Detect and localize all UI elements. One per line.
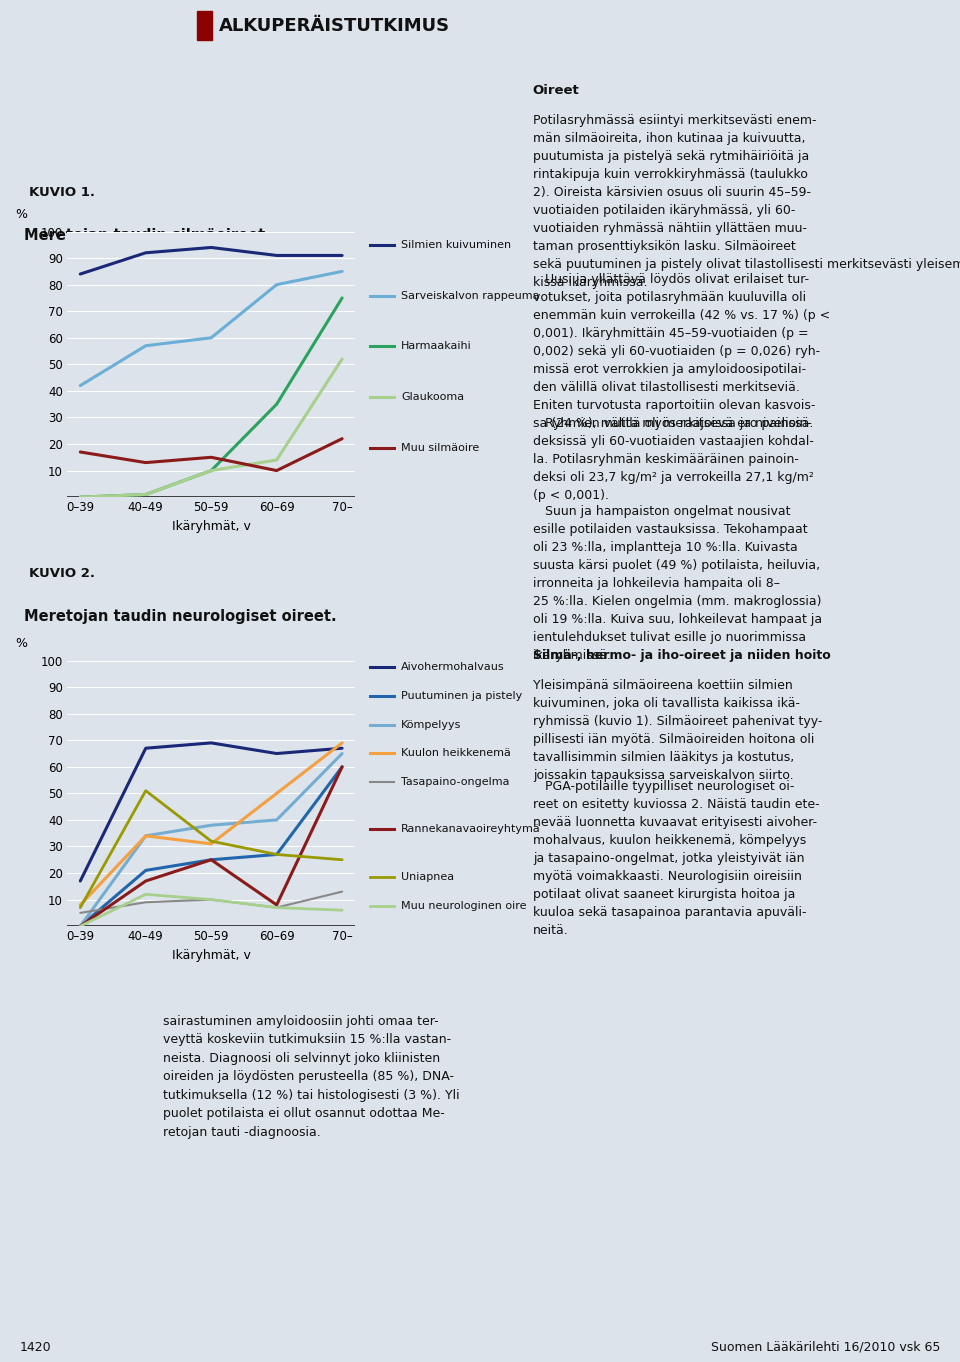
Text: Kömpelyys: Kömpelyys xyxy=(401,719,462,730)
Text: Silmien kuivuminen: Silmien kuivuminen xyxy=(401,240,512,251)
Text: Ryhmien välillä oli merkitsevä ero painoin-
deksissä yli 60-vuotiaiden vastaajie: Ryhmien välillä oli merkitsevä ero paino… xyxy=(533,418,814,503)
Text: Muu neurologinen oire: Muu neurologinen oire xyxy=(401,900,527,911)
Text: KUVIO 2.: KUVIO 2. xyxy=(29,567,95,580)
Text: Meretojan taudin silmäoireet.: Meretojan taudin silmäoireet. xyxy=(24,227,271,244)
Text: KUVIO 1.: KUVIO 1. xyxy=(29,185,95,199)
Text: Potilasryhmässä esiintyi merkitsevästi enem-
män silmäoireita, ihon kutinaa ja k: Potilasryhmässä esiintyi merkitsevästi e… xyxy=(533,113,960,289)
Text: Tasapaino-ongelma: Tasapaino-ongelma xyxy=(401,776,510,787)
Text: Rannekanavaoireyhtymä: Rannekanavaoireyhtymä xyxy=(401,824,541,835)
Text: Muu silmäoire: Muu silmäoire xyxy=(401,443,480,452)
Text: Kuulon heikkenemä: Kuulon heikkenemä xyxy=(401,748,511,759)
X-axis label: Ikäryhmät, v: Ikäryhmät, v xyxy=(172,520,251,533)
Text: Harmaakaihi: Harmaakaihi xyxy=(401,342,472,351)
Text: %: % xyxy=(15,208,28,221)
Text: sairastuminen amyloidoosiin johti omaa ter-
veyttä koskeviin tutkimuksiin 15 %:l: sairastuminen amyloidoosiin johti omaa t… xyxy=(163,1015,460,1139)
Text: 1420: 1420 xyxy=(19,1340,51,1354)
Text: Uniapnea: Uniapnea xyxy=(401,872,454,883)
Text: Yleisimpänä silmäoireena koettiin silmien
kuivuminen, joka oli tavallista kaikis: Yleisimpänä silmäoireena koettiin silmie… xyxy=(533,678,822,782)
Text: Puutuminen ja pistely: Puutuminen ja pistely xyxy=(401,691,522,701)
Text: Suun ja hampaiston ongelmat nousivat
esille potilaiden vastauksissa. Tekohampaat: Suun ja hampaiston ongelmat nousivat esi… xyxy=(533,504,822,662)
Text: Suomen Lääkärilehti 16/2010 vsk 65: Suomen Lääkärilehti 16/2010 vsk 65 xyxy=(711,1340,941,1354)
Text: Silmä-, hermo- ja iho-oireet ja niiden hoito: Silmä-, hermo- ja iho-oireet ja niiden h… xyxy=(533,650,830,662)
Text: Meretojan taudin neurologiset oireet.: Meretojan taudin neurologiset oireet. xyxy=(24,609,337,625)
X-axis label: Ikäryhmät, v: Ikäryhmät, v xyxy=(172,949,251,962)
Text: %: % xyxy=(15,637,28,650)
Bar xyxy=(197,11,212,41)
Text: PGA-potilaille tyypilliset neurologiset oi-
reet on esitetty kuviossa 2. Näistä : PGA-potilaille tyypilliset neurologiset … xyxy=(533,780,820,937)
Text: Uusi ja yllättävä löydös olivat erilaiset tur-
votukset, joita potilasryhmään ku: Uusi ja yllättävä löydös olivat erilaise… xyxy=(533,272,830,430)
Text: Oireet: Oireet xyxy=(533,84,580,97)
Text: Aivohermohalvaus: Aivohermohalvaus xyxy=(401,662,505,673)
Text: ALKUPERÄISTUTKIMUS: ALKUPERÄISTUTKIMUS xyxy=(219,16,450,35)
Text: Glaukooma: Glaukooma xyxy=(401,392,465,402)
Text: Sarveiskalvon rappeuma: Sarveiskalvon rappeuma xyxy=(401,291,540,301)
